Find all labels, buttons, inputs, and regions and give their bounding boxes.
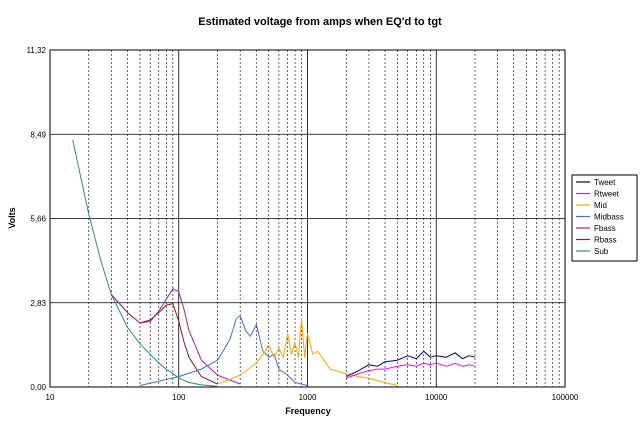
y-tick-label: 2,83 (30, 299, 46, 308)
y-axis-label: Volts (7, 207, 17, 228)
chart-title: Estimated voltage from amps when EQ'd to… (198, 16, 442, 28)
legend-label-tweet: Tweet (594, 178, 616, 187)
series-line-tweet (346, 350, 476, 378)
y-tick-label: 0,00 (30, 383, 46, 392)
series-line-sub (72, 139, 218, 387)
legend-label-midbass: Midbass (594, 213, 624, 222)
series-line-fbass (111, 288, 241, 385)
series-line-rtweet (346, 362, 476, 379)
y-tick-label: 11,32 (27, 46, 47, 55)
y-tick-label: 8,49 (30, 130, 46, 139)
major-gridlines (50, 50, 565, 387)
x-tick-label: 100 (172, 393, 186, 402)
legend: Tweet Rtweet Mid Midbass Fbass Rbass Sub (571, 174, 638, 262)
series-line-midbass (139, 315, 308, 386)
legend-box (571, 174, 638, 262)
legend-label-rbass: Rbass (594, 236, 617, 245)
x-tick-label: 100000 (552, 393, 579, 402)
series-layer (72, 139, 476, 387)
x-tick-label: 10000 (425, 393, 448, 402)
legend-label-fbass: Fbass (594, 224, 616, 233)
legend-label-rtweet: Rtweet (594, 190, 620, 199)
x-axis-label: Frequency (285, 406, 331, 416)
x-tick-labels: 10 100 1000 10000 100000 (46, 393, 579, 402)
legend-label-sub: Sub (594, 247, 609, 256)
x-tick-label: 10 (46, 393, 55, 402)
y-tick-label: 5,66 (30, 215, 46, 224)
legend-label-mid: Mid (594, 201, 607, 210)
y-tick-labels: 0,00 2,83 5,66 8,49 11,32 (27, 46, 47, 392)
x-tick-label: 1000 (299, 393, 317, 402)
